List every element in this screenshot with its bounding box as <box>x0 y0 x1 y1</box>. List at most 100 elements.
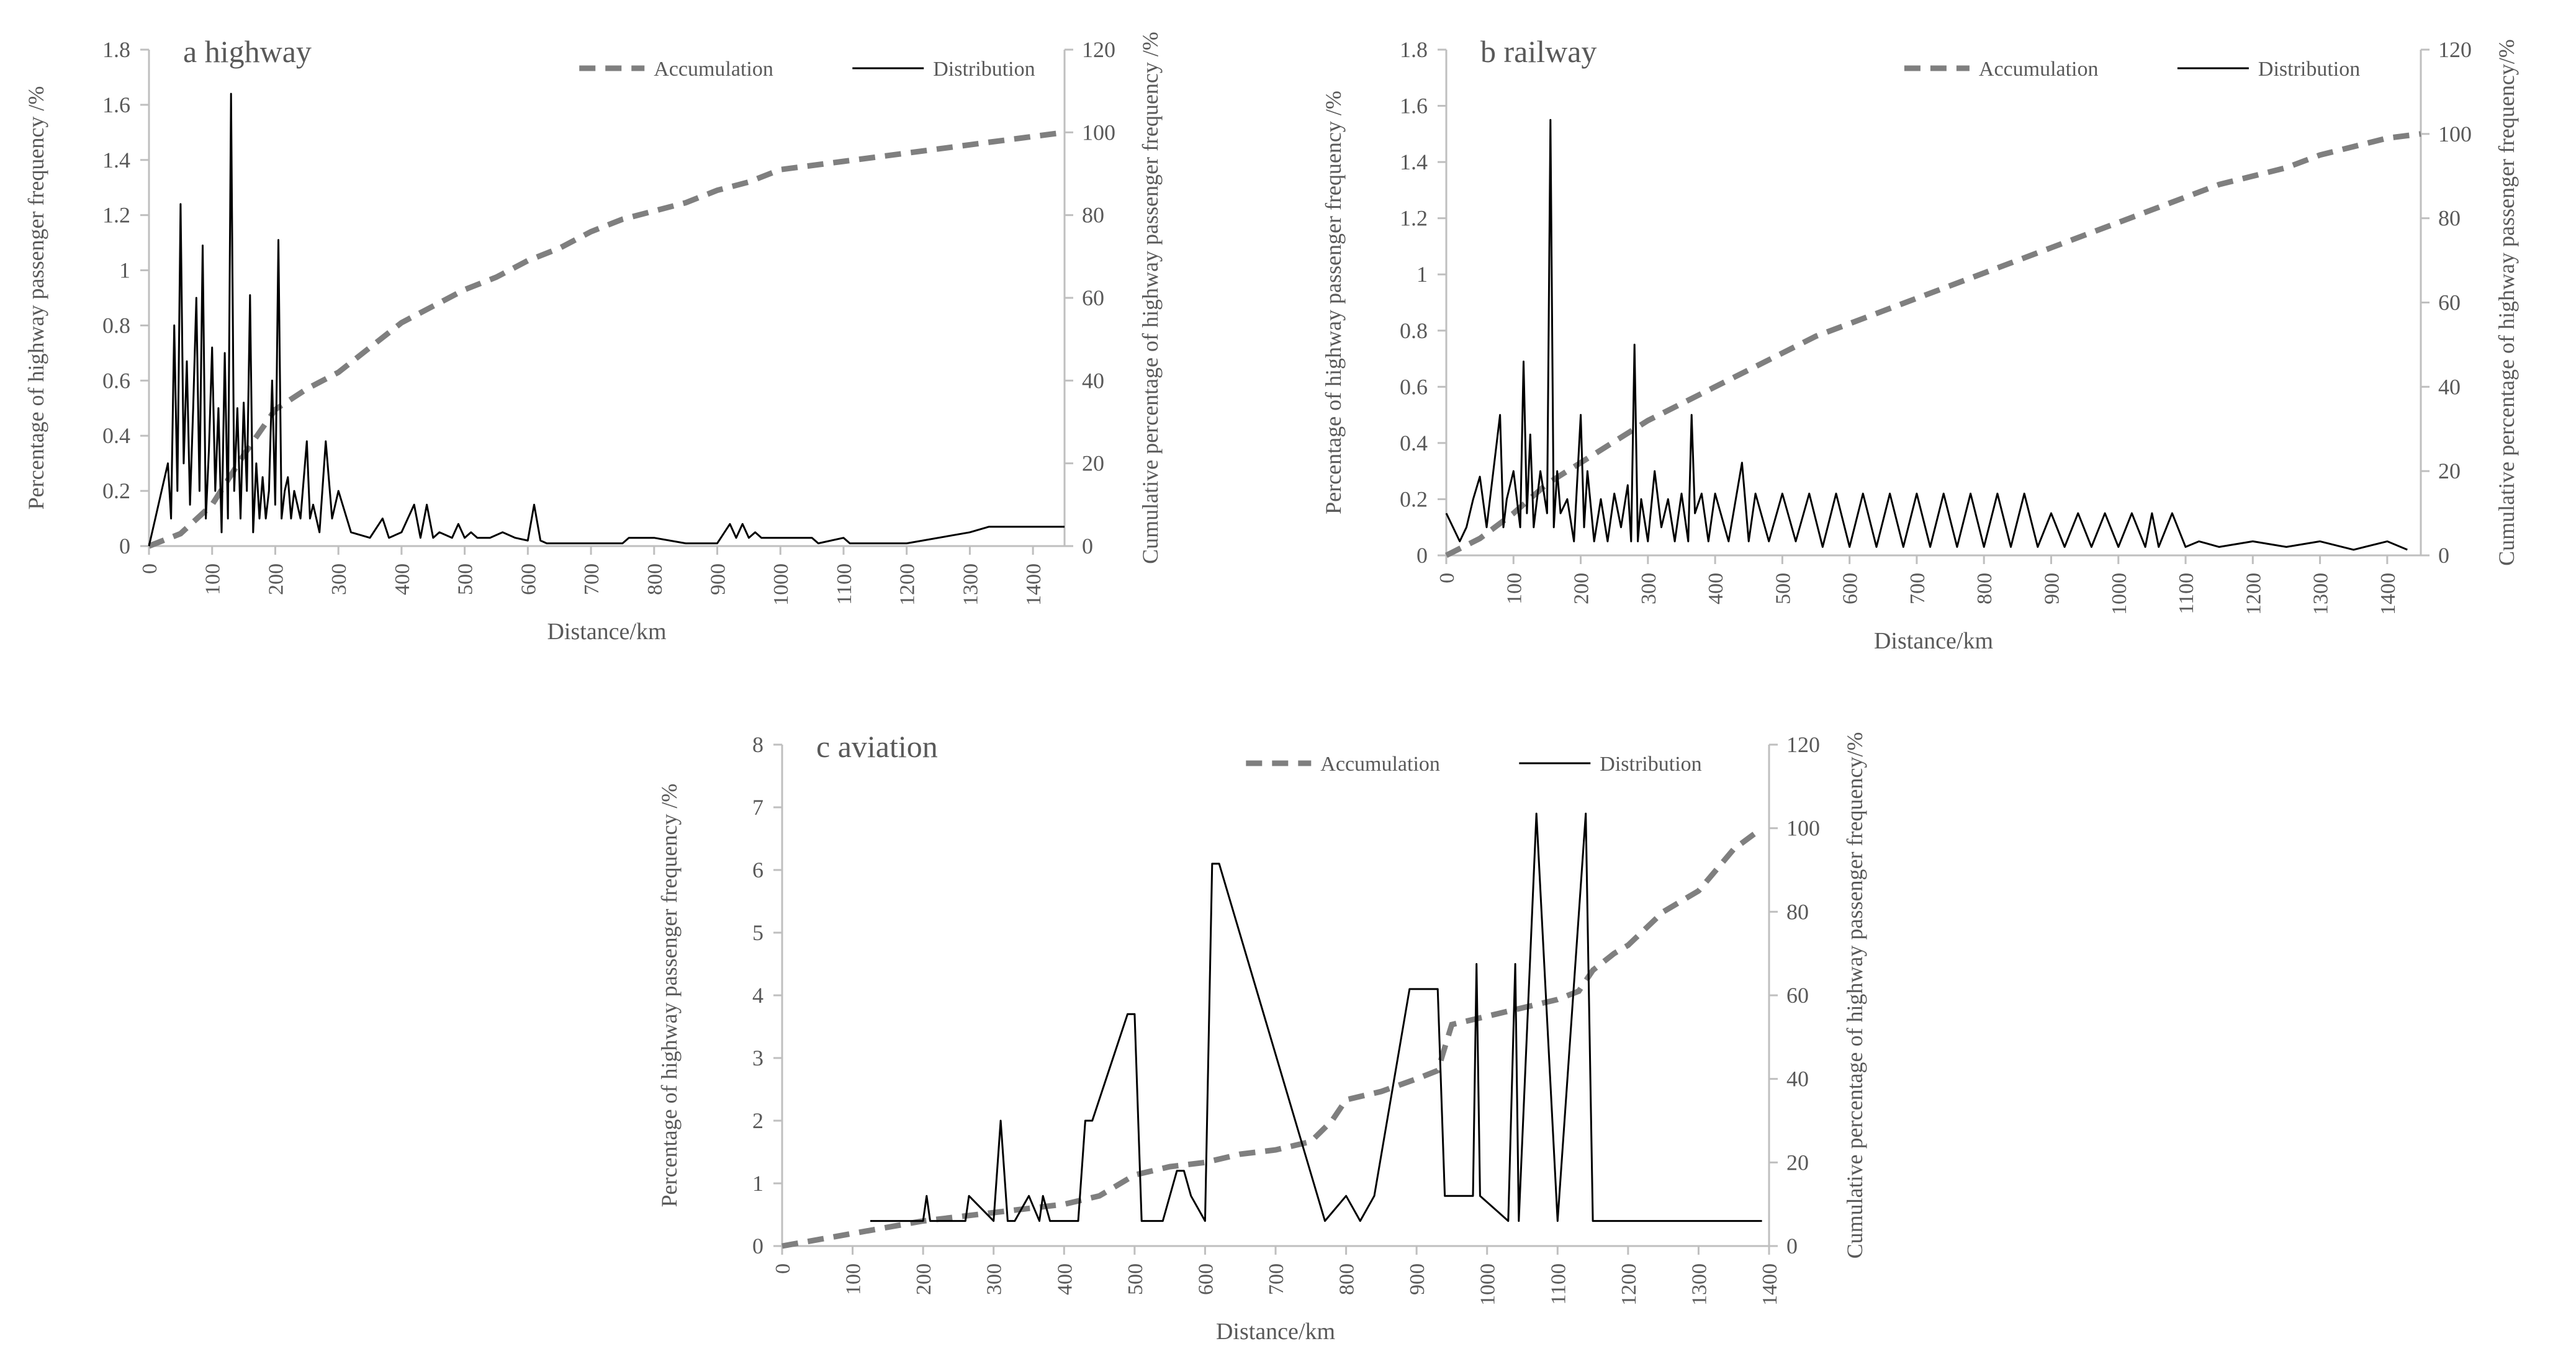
y2-axis-label: Cumulative percentage of highway passeng… <box>1842 732 1867 1259</box>
y-tick-label: 1.8 <box>102 37 130 62</box>
x-tick-label: 700 <box>580 563 603 595</box>
y-tick-label: 3 <box>752 1046 763 1070</box>
x-tick-label: 900 <box>707 563 730 595</box>
y2-tick-label: 120 <box>1082 37 1115 62</box>
y2-tick-label: 60 <box>1786 983 1809 1008</box>
x-tick-label: 1400 <box>1022 563 1045 606</box>
x-tick-label: 1000 <box>1477 1263 1500 1306</box>
y2-axis-label: Cumulative percentage of highway passeng… <box>1138 32 1163 564</box>
x-tick-label: 300 <box>983 1263 1006 1295</box>
x-tick-label: 500 <box>454 563 477 595</box>
y-tick-label: 1.4 <box>102 148 130 173</box>
y-tick-label: 8 <box>752 732 763 757</box>
x-tick-label: 900 <box>1406 1263 1429 1295</box>
y2-tick-label: 80 <box>1082 203 1104 228</box>
y2-tick-label: 100 <box>1082 120 1115 145</box>
x-tick-label: 1200 <box>2242 573 2265 615</box>
y2-tick-label: 80 <box>1786 899 1809 924</box>
x-tick-label: 0 <box>138 563 161 574</box>
y-tick-label: 1 <box>1416 262 1428 287</box>
y-axis-label: Percentage of highway passenger frequenc… <box>24 86 48 510</box>
y-axis-label: Percentage of highway passenger frequenc… <box>657 784 682 1208</box>
x-tick-label: 600 <box>517 563 540 595</box>
y2-tick-label: 20 <box>1786 1150 1809 1175</box>
y2-tick-label: 0 <box>1082 534 1093 558</box>
x-tick-label: 800 <box>1973 573 1996 604</box>
series-distribution-line <box>870 812 1762 1222</box>
x-tick-label: 300 <box>328 563 351 595</box>
x-tick-label: 100 <box>202 563 225 595</box>
x-tick-label: 200 <box>912 1263 935 1295</box>
y-tick-label: 1 <box>119 258 130 283</box>
x-tick-label: 800 <box>644 563 667 595</box>
y-tick-label: 1.8 <box>1400 37 1428 62</box>
y-tick-label: 1.6 <box>1400 94 1428 119</box>
y-tick-label: 1.4 <box>1400 150 1428 174</box>
x-tick-label: 700 <box>1906 573 1929 604</box>
y-tick-label: 0 <box>119 534 130 558</box>
chart-b-railway: 0 100 200 300 400 500 600 700 800 900 1000 1100 1200… <box>1321 34 2519 654</box>
x-tick-label: 800 <box>1336 1263 1359 1295</box>
x-tick-label: 100 <box>842 1263 865 1295</box>
y-tick-label: 0.6 <box>102 368 130 393</box>
y-tick-label: 7 <box>752 795 763 820</box>
y2-tick-label: 100 <box>2438 122 2472 146</box>
y2-tick-label: 0 <box>2438 543 2449 568</box>
y-tick-label: 0.4 <box>1400 431 1428 455</box>
x-tick-label: 1300 <box>2310 573 2333 615</box>
y-tick-label: 1.2 <box>102 203 130 228</box>
y-tick-label: 0.6 <box>1400 374 1428 399</box>
x-tick-label: 900 <box>2040 573 2063 604</box>
y2-tick-label: 20 <box>2438 459 2461 483</box>
x-tick-label: 1400 <box>2377 573 2400 615</box>
x-tick-label: 400 <box>391 563 414 595</box>
y-tick-label: 0.8 <box>102 313 130 338</box>
series-distribution-line <box>148 92 1065 547</box>
legend-distribution-label: Distribution <box>2258 58 2360 81</box>
x-tick-label: 1100 <box>2175 573 2198 614</box>
legend-distribution-label: Distribution <box>1600 753 1701 776</box>
x-axis-label: Distance/km <box>1216 1319 1335 1345</box>
y2-tick-label: 60 <box>2438 290 2461 315</box>
y-tick-label: 5 <box>752 920 763 945</box>
y2-tick-label: 60 <box>1082 285 1104 310</box>
legend-accumulation-label: Accumulation <box>1320 753 1440 776</box>
y-tick-label: 0 <box>752 1234 763 1258</box>
x-tick-label: 1300 <box>959 563 982 606</box>
x-tick-label: 1100 <box>833 563 856 605</box>
y2-tick-label: 120 <box>1786 732 1820 757</box>
x-tick-label: 400 <box>1705 573 1727 604</box>
y2-tick-label: 120 <box>2438 37 2472 62</box>
x-tick-label: 600 <box>1194 1263 1217 1295</box>
x-tick-label: 300 <box>1637 573 1660 604</box>
y-tick-label: 0.2 <box>102 478 130 503</box>
x-tick-label: 1000 <box>770 563 793 606</box>
y2-tick-label: 40 <box>1082 368 1104 393</box>
x-tick-label: 200 <box>264 563 287 595</box>
y-tick-label: 1.2 <box>1400 206 1428 231</box>
y-tick-label: 0.4 <box>102 423 130 448</box>
x-tick-label: 500 <box>1772 573 1795 604</box>
x-tick-label: 0 <box>1436 573 1459 583</box>
x-axis-label: Distance/km <box>547 619 666 645</box>
legend-accumulation-label: Accumulation <box>1979 58 2099 81</box>
x-axis-label: Distance/km <box>1874 628 1993 654</box>
chart-title: a highway <box>183 34 312 69</box>
chart-title: c aviation <box>816 729 938 764</box>
series-distribution-line <box>1445 119 2408 551</box>
legend-accumulation-label: Accumulation <box>654 58 773 81</box>
x-tick-label: 400 <box>1053 1263 1076 1295</box>
y-axis-label: Percentage of highway passenger frequenc… <box>1321 91 1346 514</box>
y2-axis-label: Cumulative percentage of highway passeng… <box>2494 39 2519 566</box>
x-tick-label: 700 <box>1265 1263 1288 1295</box>
y-tick-label: 2 <box>752 1108 763 1133</box>
x-tick-label: 1300 <box>1688 1263 1711 1306</box>
x-tick-label: 1200 <box>1618 1263 1641 1306</box>
y2-tick-label: 20 <box>1082 451 1104 476</box>
y-tick-label: 1 <box>752 1171 763 1196</box>
x-tick-label: 1000 <box>2108 573 2131 615</box>
chart-title: b railway <box>1480 34 1596 69</box>
chart-a-highway: 0 100 200 300 400 500 600 700 800 900 1000 1100 1200… <box>24 32 1163 645</box>
x-tick-label: 1400 <box>1759 1263 1781 1306</box>
